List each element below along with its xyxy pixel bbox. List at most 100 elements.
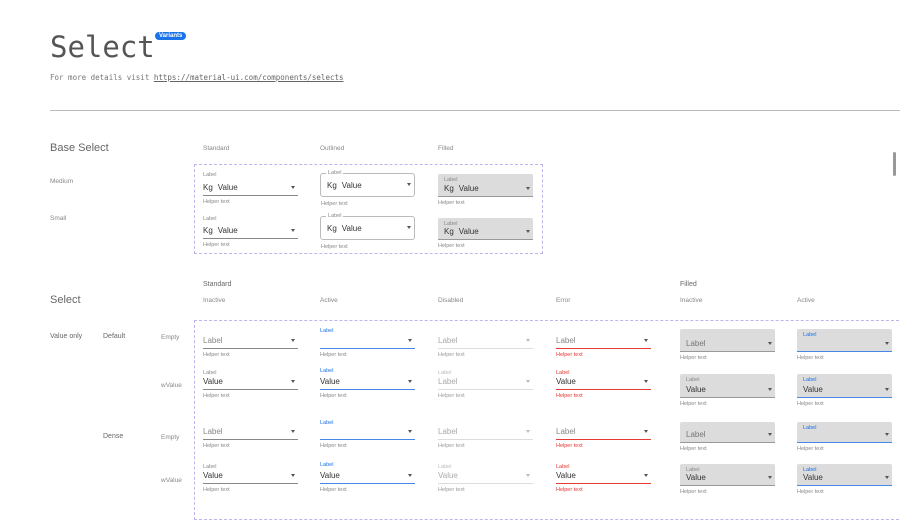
helper-text: Helper text bbox=[556, 487, 583, 493]
helper-text: Helper text bbox=[320, 487, 347, 493]
dropdown-arrow-icon bbox=[407, 183, 411, 186]
select-field[interactable]: Label Helper text bbox=[203, 422, 298, 449]
divider bbox=[50, 110, 900, 111]
field-label: Label bbox=[326, 170, 344, 176]
underline bbox=[797, 350, 892, 352]
field-value: Kg Value bbox=[327, 181, 362, 190]
select-field[interactable]: Label Helper text bbox=[797, 329, 892, 361]
field-value: Value bbox=[686, 473, 706, 482]
select-field[interactable]: Label Value Helper text bbox=[203, 464, 298, 493]
col-header: Disabled bbox=[438, 297, 464, 304]
select-field[interactable]: Label Helper text bbox=[438, 330, 533, 358]
select-field[interactable]: Label Kg Value Helper text bbox=[203, 172, 298, 205]
select-field[interactable]: Label Helper text bbox=[680, 422, 775, 452]
field-value: Label bbox=[438, 427, 458, 436]
underline bbox=[797, 441, 892, 443]
field-label: Label bbox=[556, 370, 570, 376]
unit-prefix: Kg bbox=[327, 181, 337, 190]
select-field[interactable]: Label Kg Value Helper text bbox=[203, 216, 298, 248]
select-field[interactable]: Label Helper text bbox=[320, 420, 415, 449]
col-outlined: Outlined bbox=[320, 145, 345, 152]
field-value: Value bbox=[320, 377, 340, 386]
select-field[interactable]: Label Helper text bbox=[438, 422, 533, 449]
field-label: Label bbox=[556, 464, 570, 470]
value-text: Value bbox=[341, 181, 362, 190]
value-text: Value bbox=[458, 184, 479, 193]
dropdown-arrow-icon bbox=[291, 474, 295, 477]
group-filled: Filled bbox=[680, 281, 697, 288]
select-field[interactable]: Label Value Helper text bbox=[797, 374, 892, 407]
field-value: Label bbox=[438, 336, 458, 345]
select-field[interactable]: Label Kg Value Helper text bbox=[438, 174, 533, 206]
dropdown-arrow-icon bbox=[408, 380, 412, 383]
select-field[interactable]: Label Label Helper text bbox=[438, 370, 533, 399]
select-field[interactable]: Label Helper text bbox=[680, 329, 775, 361]
dropdown-arrow-icon bbox=[526, 430, 530, 433]
underline bbox=[556, 482, 651, 484]
helper-text: Helper text bbox=[680, 355, 707, 361]
underline bbox=[203, 238, 298, 239]
underline bbox=[680, 396, 775, 398]
select-field[interactable]: Label Helper text bbox=[556, 330, 651, 358]
helper-text: Helper text bbox=[321, 244, 348, 250]
select-field[interactable]: Label Value Helper text bbox=[203, 370, 298, 399]
dropdown-arrow-icon bbox=[291, 229, 295, 232]
dropdown-arrow-icon bbox=[526, 380, 530, 383]
variants-badge: Variants bbox=[155, 32, 187, 40]
select-field[interactable]: Label Helper text bbox=[203, 330, 298, 358]
select-field[interactable]: Label Value Helper text bbox=[320, 368, 415, 399]
select-field[interactable]: Label Value Helper text bbox=[438, 464, 533, 493]
dropdown-arrow-icon bbox=[526, 474, 530, 477]
docs-link[interactable]: https://material-ui.com/components/selec… bbox=[153, 73, 344, 82]
underline bbox=[797, 396, 892, 398]
underline bbox=[797, 484, 892, 486]
select-title: Select bbox=[50, 294, 81, 306]
field-value: Label bbox=[203, 427, 223, 436]
dropdown-arrow-icon bbox=[885, 342, 889, 345]
select-field[interactable]: Label Helper text bbox=[556, 422, 651, 449]
field-value: Label bbox=[438, 377, 458, 386]
unit-prefix: Kg bbox=[444, 184, 454, 193]
select-field[interactable]: Label Value Helper text bbox=[797, 464, 892, 495]
helper-text: Helper text bbox=[203, 487, 230, 493]
select-field[interactable]: Label Helper text bbox=[797, 422, 892, 452]
underline bbox=[680, 350, 775, 352]
select-field[interactable]: Label Value Helper text bbox=[320, 462, 415, 493]
dropdown-arrow-icon bbox=[526, 230, 530, 233]
underline bbox=[320, 347, 415, 349]
dropdown-arrow-icon bbox=[291, 380, 295, 383]
helper-text: Helper text bbox=[797, 489, 824, 495]
subtitle: For more details visit https://material-… bbox=[50, 73, 344, 82]
field-value: Label bbox=[556, 336, 576, 345]
helper-text: Helper text bbox=[556, 393, 583, 399]
col-filled: Filled bbox=[438, 145, 454, 152]
scrollbar[interactable] bbox=[893, 152, 896, 176]
dropdown-arrow-icon bbox=[768, 433, 772, 436]
select-field[interactable]: Label Value Helper text bbox=[680, 464, 775, 495]
dropdown-arrow-icon bbox=[768, 388, 772, 391]
select-field[interactable]: Label Value Helper text bbox=[556, 370, 651, 399]
dropdown-arrow-icon bbox=[644, 380, 648, 383]
dropdown-arrow-icon bbox=[526, 187, 530, 190]
select-field[interactable]: Label Value Helper text bbox=[556, 464, 651, 493]
field-label: Label bbox=[803, 377, 817, 383]
helper-text: Helper text bbox=[438, 393, 465, 399]
value-text: Value bbox=[341, 224, 362, 233]
field-label: Label bbox=[438, 464, 452, 470]
helper-text: Helper text bbox=[203, 352, 230, 358]
page-title: Select bbox=[50, 30, 155, 64]
field-label: Label bbox=[438, 370, 452, 376]
row-small: Small bbox=[50, 215, 67, 222]
helper-text: Helper text bbox=[438, 243, 465, 249]
select-field[interactable]: Label Helper text bbox=[320, 328, 415, 358]
select-field[interactable]: Label Kg Value Helper text bbox=[320, 213, 415, 250]
field-label: Label bbox=[203, 370, 217, 376]
col-header: Active bbox=[320, 297, 338, 304]
select-field[interactable]: Label Value Helper text bbox=[680, 374, 775, 407]
helper-text: Helper text bbox=[321, 201, 348, 207]
field-value: Kg Value bbox=[444, 227, 479, 236]
select-field[interactable]: Label Kg Value Helper text bbox=[438, 218, 533, 249]
field-label: Label bbox=[803, 332, 817, 338]
field-label: Label bbox=[320, 368, 334, 374]
select-field[interactable]: Label Kg Value Helper text bbox=[320, 170, 415, 207]
